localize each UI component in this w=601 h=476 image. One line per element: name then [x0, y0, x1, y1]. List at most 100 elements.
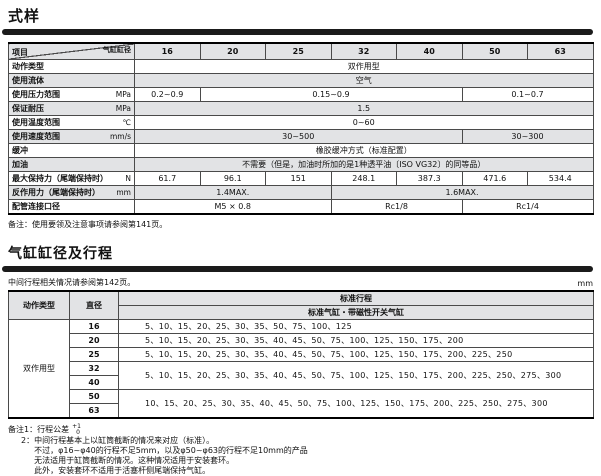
corner-cell: 气缸缸径 项目 [8, 42, 135, 60]
spec-value-cell: 空气 [134, 73, 594, 88]
spec-value-cell: 1.4MAX. [134, 185, 332, 200]
note1-text: 行程公差 [37, 424, 70, 434]
stroke-tolerance: +1 0 [72, 424, 81, 435]
spec-value-cell: 30~500 [134, 129, 463, 144]
spec-row-label: 反作用力（尾端保持时） mm [8, 185, 135, 200]
note2-line: 此外，安装套环不适用于活塞杆侧尾端保持气缸。 [34, 466, 211, 475]
spec-row-label: 缓冲 [8, 143, 135, 158]
spec-value-cell: 0~60 [134, 115, 594, 130]
spec-value-cell: 151 [265, 171, 332, 186]
spec-row: 加油 不需要（但是，加油时所加的是1种透平油〔ISO VG32〕的同等品） [8, 157, 594, 172]
spec-row-unit: ℃ [122, 117, 131, 127]
spec-value-cell: 96.1 [199, 171, 266, 186]
spec-value-cell: 双作用型 [134, 59, 594, 74]
spec-value-cell: 534.4 [527, 171, 594, 186]
bore-column-header: 32 [330, 42, 397, 60]
stroke-list-cell: 5、10、15、20、25、30、35、50、75、100、125 [118, 319, 594, 334]
stroke-list-cell: 5、10、15、20、25、30、35、40、45、50、75、100、125、… [118, 333, 594, 348]
bore-cell: 25 [69, 347, 119, 362]
tolerance-upper: +1 [72, 423, 81, 430]
stroke-table-note: 中间行程相关情况请参阅第142页。 [8, 278, 136, 287]
spec-row: 使用速度范围 mm/s 30~500 30~300 [8, 129, 594, 144]
spec-value-cell: Rc1/4 [461, 199, 594, 215]
bore-header: 直径 [69, 290, 119, 320]
spec-value-cell: 0.2~0.9 [134, 87, 201, 102]
note2-line: 不过，φ16~φ40的行程不足5mm，以及φ50~φ63的行程不足10mm的产品 [34, 446, 308, 455]
note2-body: 中间行程基本上以缸筒截断的情况来对应（标准）。 不过，φ16~φ40的行程不足5m… [34, 436, 308, 476]
spec-row: 缓冲 橡胶缓冲方式（标准配置） [8, 143, 594, 158]
spec-table-body: 动作类型 双作用型使用流体 空气 使用压力范围 MPa 0.2~0.9 0.15~0.9 0.… [8, 59, 594, 215]
spec-row: 配管连接口径 M5 × 0.8 Rc1/8 Rc1/4 [8, 199, 594, 215]
section-title-bore-stroke: 气缸缸径及行程 [8, 246, 113, 262]
spec-row-label-text: 配管连接口径 [12, 201, 60, 211]
spec-row-unit: mm [116, 187, 131, 197]
tolerance-lower: 0 [76, 428, 80, 436]
spec-row: 使用压力范围 MPa 0.2~0.9 0.15~0.9 0.1~0.7 [8, 87, 594, 102]
footer-notes: 备注1： 行程公差 +1 0 2： 中间行程基本上以缸筒截断的情况来对应（标准）… [8, 424, 593, 476]
stroke-list-cell: 5、10、15、20、25、30、35、40、45、50、75、100、125、… [118, 347, 594, 362]
stroke-row: 20 5、10、15、20、25、30、35、40、45、50、75、100、12… [9, 333, 594, 348]
note2-label: 2： [21, 436, 35, 445]
spec-value-cell: 248.1 [330, 171, 397, 186]
stroke-table: 动作类型 直径 标准行程 标准气缸・带磁性开关气缸 双作用型 16 5、10、15、… [8, 290, 594, 419]
spec-value-cell: 0.1~0.7 [461, 87, 594, 102]
bore-cell: 32 [69, 361, 119, 376]
stroke-row: 32 5、10、15、20、25、30、35、40、45、50、75、100、12… [9, 361, 594, 390]
spec-row-label: 动作类型 [8, 59, 135, 74]
note-line-2: 2： 中间行程基本上以缸筒截断的情况来对应（标准）。 不过，φ16~φ40的行程不… [8, 436, 593, 476]
spec-value-cell: 387.3 [396, 171, 463, 186]
spec-value-cell: 61.7 [134, 171, 201, 186]
spec-row-label-text: 使用流体 [12, 75, 44, 85]
spec-row-label: 使用压力范围 MPa [8, 87, 135, 102]
unit-label-mm: mm [577, 279, 593, 288]
spec-value-cell: M5 × 0.8 [134, 199, 332, 215]
spec-row-unit: N [125, 173, 131, 183]
spec-table: 气缸缸径 项目 16 20 25 32 40 50 63 动作类型 双作用型 使用流体 空气 使用压… [8, 42, 594, 215]
spec-value-cell: 橡胶缓冲方式（标准配置） [134, 143, 594, 158]
corner-label-bore: 气缸缸径 [103, 46, 131, 54]
stroke-subheader: 标准气缸・带磁性开关气缸 [118, 305, 594, 320]
note2-line: 中间行程基本上以缸筒截断的情况来对应（标准）。 [34, 436, 215, 445]
spec-row: 最大保持力（尾端保持时） N 61.7 96.1 151 248.1 387.3 471.6 5… [8, 171, 594, 186]
spec-row: 保证耐压 MPa 1.5 [8, 101, 594, 116]
spec-row: 使用温度范围 ℃ 0~60 [8, 115, 594, 130]
spec-row-label-text: 使用压力范围 [12, 89, 60, 99]
stroke-row: 25 5、10、15、20、25、30、35、40、45、50、75、100、12… [9, 347, 594, 362]
note-line-1: 备注1： 行程公差 +1 0 [8, 424, 593, 435]
section-title-specs: 式样 [8, 7, 41, 25]
spec-row-label-text: 反作用力（尾端保持时） [12, 187, 100, 197]
spec-row-label: 使用温度范围 ℃ [8, 115, 135, 130]
bore-column-header: 25 [265, 42, 332, 60]
spec-row-label-text: 使用速度范围 [12, 131, 60, 141]
section-divider-bar [2, 29, 593, 35]
spec-row-label: 使用流体 [8, 73, 135, 88]
spec-row-label-text: 加油 [12, 159, 28, 169]
stroke-row: 40 [9, 375, 594, 390]
bore-cell: 16 [69, 319, 119, 334]
spec-row-unit: mm/s [109, 131, 131, 141]
spec-row-label-text: 缓冲 [12, 145, 28, 155]
stroke-subheader-row: 标准气缸・带磁性开关气缸 [9, 305, 594, 320]
bore-cell: 20 [69, 333, 119, 348]
spec-row-label-text: 动作类型 [12, 61, 44, 71]
stroke-row: 双作用型 16 5、10、15、20、25、30、35、50、75、100、125 [8, 319, 594, 419]
action-type-header: 动作类型 [8, 290, 70, 320]
stroke-table-body: 双作用型 16 5、10、15、20、25、30、35、50、75、100、125 2… [8, 319, 594, 419]
stroke-row: 50 10、15、20、25、30、35、40、45、50、75、100、125、… [9, 389, 594, 419]
stroke-header: 标准行程 [118, 290, 594, 306]
bore-column-header: 63 [527, 42, 594, 60]
spec-value-cell: 1.5 [134, 101, 594, 116]
spec-value-cell: 0.15~0.9 [199, 87, 463, 102]
spec-row-label-text: 最大保持力（尾端保持时） [12, 173, 108, 183]
bore-cell: 50 [69, 389, 119, 404]
action-type-cell: 双作用型 [8, 319, 70, 419]
spec-row: 使用流体 空气 [8, 73, 594, 88]
stroke-list-cell: 10、15、20、25、30、35、40、45、50、75、100、125、15… [118, 389, 594, 419]
stroke-list-cell: 5、10、15、20、25、30、35、40、45、50、75、100、125、… [118, 361, 594, 390]
bore-cell: 63 [69, 403, 119, 419]
corner-label-item: 项目 [12, 48, 28, 57]
spec-row-label: 最大保持力（尾端保持时） N [8, 171, 135, 186]
bore-column-header: 16 [134, 42, 201, 60]
spec-value-cell: 471.6 [461, 171, 528, 186]
bore-cell: 40 [69, 375, 119, 390]
